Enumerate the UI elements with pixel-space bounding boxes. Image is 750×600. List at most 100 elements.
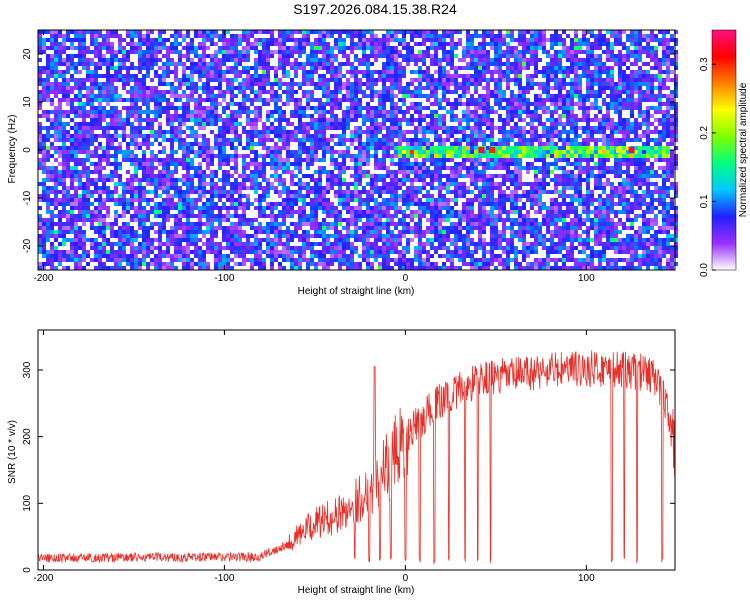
- heatmap-cell: [366, 130, 370, 134]
- heatmap-cell: [402, 174, 406, 178]
- heatmap-cell: [366, 42, 370, 46]
- heatmap-cell: [98, 158, 102, 162]
- heatmap-cell: [262, 42, 266, 46]
- heatmap-cell: [98, 162, 102, 166]
- heatmap-cell: [322, 158, 326, 162]
- heatmap-cell: [410, 130, 414, 134]
- heatmap-cell: [346, 122, 350, 126]
- heatmap-cell: [82, 158, 86, 162]
- heatmap-cell: [282, 178, 286, 182]
- heatmap-cell: [78, 142, 82, 146]
- heatmap-cell: [86, 150, 90, 154]
- heatmap-cell: [386, 134, 390, 138]
- heatmap-cell: [618, 70, 622, 74]
- heatmap-cell: [458, 126, 462, 130]
- heatmap-cell: [434, 90, 438, 94]
- heatmap-cell: [234, 74, 238, 78]
- heatmap-cell: [618, 82, 622, 86]
- heatmap-cell: [274, 94, 278, 98]
- heatmap-cell: [302, 78, 306, 82]
- heatmap-cell: [306, 42, 310, 46]
- heatmap-cell: [658, 122, 662, 126]
- heatmap-cell: [574, 174, 578, 178]
- heatmap-cell: [66, 170, 70, 174]
- heatmap-cell: [326, 150, 330, 154]
- heatmap-cell: [542, 70, 546, 74]
- heatmap-cell: [506, 146, 510, 150]
- heatmap-cell: [354, 154, 358, 158]
- heatmap-cell: [190, 166, 194, 170]
- heatmap-cell: [570, 94, 574, 98]
- heatmap-cell: [430, 154, 434, 158]
- heatmap-cell: [142, 126, 146, 130]
- heatmap-cell: [650, 94, 654, 98]
- heatmap-cell: [386, 118, 390, 122]
- heatmap-cell: [314, 66, 318, 70]
- heatmap-cell: [514, 150, 518, 154]
- heatmap-cell: [606, 170, 610, 174]
- heatmap-cell: [82, 142, 86, 146]
- heatmap-cell: [230, 110, 234, 114]
- heatmap-cell: [282, 58, 286, 62]
- heatmap-cell: [374, 34, 378, 38]
- heatmap-cell: [618, 170, 622, 174]
- heatmap-cell: [502, 78, 506, 82]
- heatmap-cell: [126, 178, 130, 182]
- heatmap-cell: [402, 94, 406, 98]
- heatmap-cell: [70, 86, 74, 90]
- heatmap-cell: [654, 98, 658, 102]
- heatmap-cell: [306, 130, 310, 134]
- heatmap-cell: [94, 66, 98, 70]
- heatmap-cell: [426, 70, 430, 74]
- heatmap-cell: [486, 114, 490, 118]
- heatmap-cell: [42, 146, 46, 150]
- heatmap-cell: [426, 98, 430, 102]
- heatmap-cell: [286, 74, 290, 78]
- heatmap-cell: [482, 78, 486, 82]
- heatmap-cell: [614, 162, 618, 166]
- heatmap-cell: [518, 118, 522, 122]
- heatmap-cell: [666, 154, 670, 158]
- heatmap-cell: [166, 98, 170, 102]
- heatmap-cell: [238, 62, 242, 66]
- heatmap-cell: [50, 54, 54, 58]
- heatmap-cell: [346, 62, 350, 66]
- heatmap-cell: [410, 154, 414, 158]
- heatmap-cell: [530, 150, 534, 154]
- heatmap-cell: [222, 186, 226, 190]
- heatmap-cell: [398, 90, 402, 94]
- heatmap-cell: [42, 66, 46, 70]
- heatmap-cell: [530, 54, 534, 58]
- heatmap-cell: [518, 154, 522, 158]
- heatmap-cell: [298, 46, 302, 50]
- heatmap-cell: [614, 142, 618, 146]
- heatmap-cell: [506, 162, 510, 166]
- heatmap-cell: [74, 126, 78, 130]
- heatmap-cell: [398, 138, 402, 142]
- heatmap-cell: [454, 146, 458, 150]
- heatmap-cell: [658, 74, 662, 78]
- heatmap-cell: [546, 54, 550, 58]
- heatmap-cell: [42, 162, 46, 166]
- heatmap-cell: [486, 54, 490, 58]
- heatmap-cell: [214, 182, 218, 186]
- heatmap-cell: [130, 90, 134, 94]
- heatmap-cell: [54, 42, 58, 46]
- heatmap-cell: [254, 154, 258, 158]
- heatmap-cell: [42, 110, 46, 114]
- heatmap-cell: [94, 34, 98, 38]
- heatmap-cell: [370, 142, 374, 146]
- heatmap-cell: [286, 62, 290, 66]
- heatmap-cell: [390, 158, 394, 162]
- heatmap-cell: [282, 70, 286, 74]
- heatmap-cell: [666, 38, 670, 42]
- heatmap-cell: [526, 130, 530, 134]
- heatmap-cell: [398, 170, 402, 174]
- heatmap-cell: [534, 82, 538, 86]
- heatmap-cell: [454, 82, 458, 86]
- heatmap-cell: [438, 106, 442, 110]
- heatmap-cell: [62, 134, 66, 138]
- heatmap-cell: [478, 66, 482, 70]
- heatmap-cell: [130, 130, 134, 134]
- heatmap-cell: [670, 162, 674, 166]
